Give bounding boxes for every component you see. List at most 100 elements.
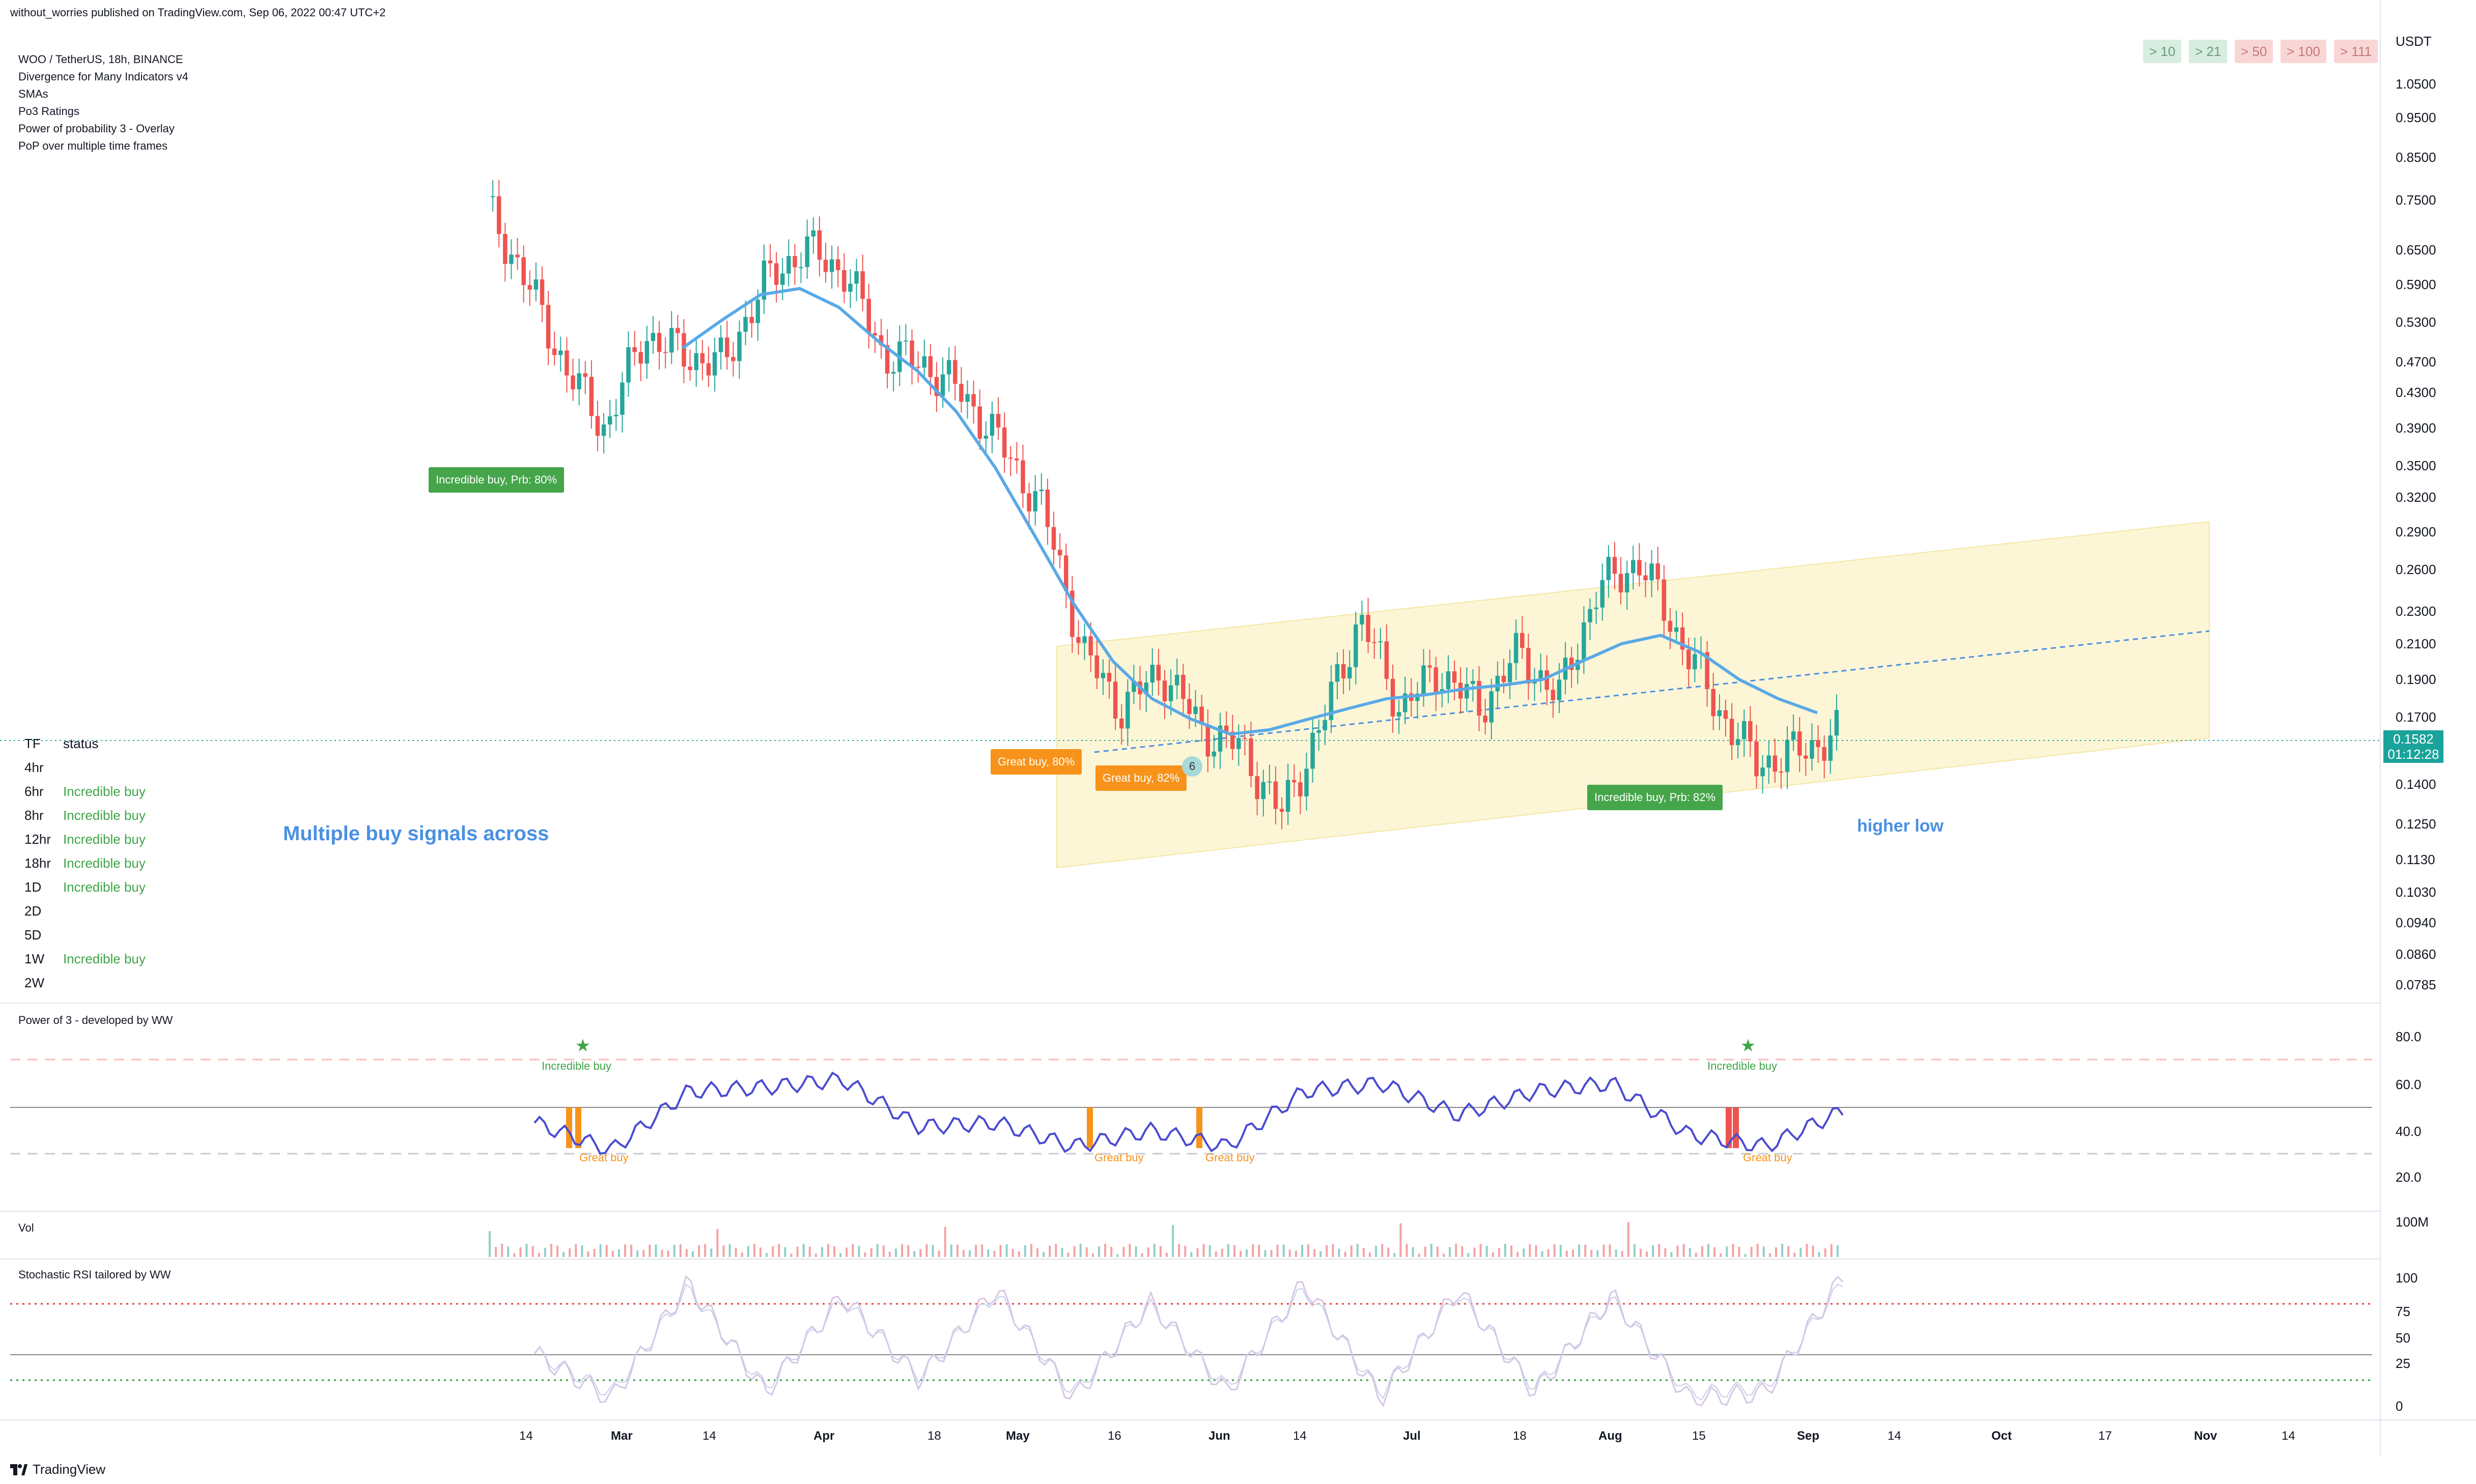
candle-body [1051,527,1056,550]
candle-body [1557,679,1562,700]
candle-body [971,394,976,407]
channel-midline [1094,630,2210,753]
time-tick: Aug [1598,1429,1622,1443]
candle-body [965,394,970,402]
candle-body [1822,747,1826,761]
volume-bar [673,1245,676,1257]
tf-row: 1W Incredible buy [24,947,146,971]
candle-body [1637,560,1642,576]
volume-bar [821,1247,823,1257]
price-axis[interactable]: USDT 1.0500 0.9500 0.8500 0.7500 0.6500 … [2380,0,2476,1456]
candle-body [676,328,680,333]
price-tick: 0.1130 [2396,852,2435,867]
legend-indicator-pop-mtf[interactable]: PoP over multiple time frames [18,139,168,152]
candle-body [817,230,822,260]
volume-bar [1122,1247,1125,1257]
tradingview-footer[interactable]: TradingView [10,1462,105,1477]
candle-body [669,328,674,353]
candle-body [1310,732,1315,769]
legend-indicator-pop-overlay[interactable]: Power of probability 3 - Overlay [18,122,175,135]
po3-tick: 20.0 [2396,1169,2422,1185]
tf-table-header: TF status [24,732,146,756]
volume-bar [569,1248,571,1257]
candle-body [583,373,587,377]
legend-indicator-smas[interactable]: SMAs [18,88,48,100]
volume-bar [753,1244,755,1257]
legend-symbol[interactable]: WOO / TetherUS, 18h, BINANCE [18,53,183,66]
volume-bar [685,1249,688,1257]
volume-bar [1682,1244,1685,1257]
legend-indicator-divergence[interactable]: Divergence for Many Indicators v4 [18,70,188,83]
legend-indicator-po3[interactable]: Po3 Ratings [18,105,79,118]
volume-bar [772,1246,774,1257]
volume-bar [1633,1244,1636,1257]
publisher-header: without_worries published on TradingView… [10,6,386,19]
volume-bar [1288,1249,1291,1257]
volume-bar [501,1244,503,1257]
tf-label: 1W [24,951,44,966]
candle-body [910,340,914,367]
tf-label: 6hr [24,784,44,799]
price-tick: 0.2300 [2396,604,2436,619]
po3-pane-title[interactable]: Power of 3 - developed by WW [18,1014,173,1026]
signal-tag-great-buy-2: Great buy, 82% [1095,765,1187,791]
candle-body [626,347,631,383]
volume-bar [1116,1253,1119,1257]
counter-100: > 100 [2281,40,2326,63]
volume-bar [870,1248,873,1257]
candle-body [700,353,705,363]
candle-body [1618,574,1623,592]
volume-bar [531,1246,534,1257]
candle-body [922,356,926,368]
volume-bar [1061,1247,1063,1257]
volume-bar [1043,1252,1045,1257]
candle-body [663,352,668,353]
candle-body [1218,725,1223,752]
candle-body [1255,776,1259,800]
candle-body [595,416,600,436]
tradingview-brand: TradingView [33,1462,106,1477]
candle-body [743,317,748,332]
time-tick: 18 [1513,1429,1527,1443]
candle-body [885,345,890,374]
candle-body [786,256,791,274]
tf-row: 18hr Incredible buy [24,851,146,875]
volume-bar [1399,1223,1402,1257]
candle-body [490,196,495,197]
candle-body [959,384,964,402]
candle-body [614,415,618,417]
candle-body [1384,641,1389,679]
status-header: status [63,736,99,751]
divergence-badge: 6 [1182,756,1202,777]
volume-bar [956,1244,959,1257]
price-tick: 0.0860 [2396,947,2436,962]
price-tick: 0.0785 [2396,977,2436,992]
volume-bar [593,1248,596,1257]
stoch-pane-title[interactable]: Stochastic RSI tailored by WW [18,1268,171,1281]
volume-bar [901,1244,904,1257]
candle-body [1600,580,1605,608]
candle-body [1027,493,1031,511]
volume-bar [1319,1251,1322,1257]
volume-bar [1332,1244,1334,1257]
candle-body [1711,689,1715,717]
volume-bar [1793,1252,1796,1257]
volume-bar [1362,1248,1365,1257]
candle-body [1495,675,1500,692]
volume-bar [876,1244,879,1257]
candle-body [682,333,686,367]
candle-body [1015,458,1019,461]
candle-body [749,317,754,323]
vol-pane-title[interactable]: Vol [18,1221,34,1234]
volume-bar [1196,1248,1199,1257]
candle-body [1076,637,1081,643]
candle-body [1002,427,1007,458]
volume-bar [617,1249,620,1257]
volume-bar [735,1248,737,1257]
candle-body [1119,719,1124,729]
candle-body [1144,682,1148,695]
volume-bar [1172,1224,1174,1257]
candle-body [521,257,526,286]
volume-bar [1664,1248,1667,1257]
